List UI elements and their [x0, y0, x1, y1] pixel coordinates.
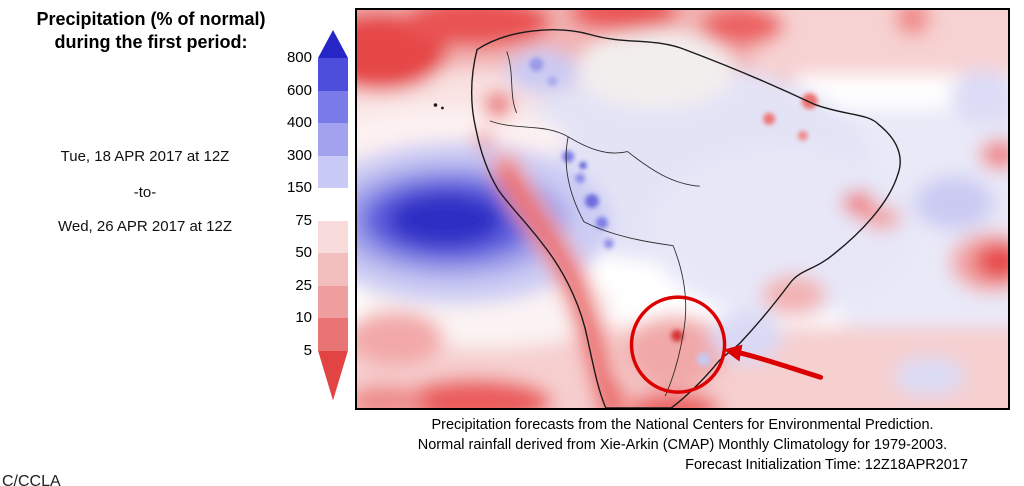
colorbar-segment-lt-5: [318, 350, 348, 401]
highlight-annotation: [629, 295, 824, 394]
colorbar-segment-150-300: [318, 155, 348, 188]
colorbar-label-600: 600: [286, 81, 312, 99]
colorbar-label-5: 5: [303, 341, 312, 359]
colorbar-segment-25-50: [318, 253, 348, 286]
caption-source-line: Precipitation forecasts from the Nationa…: [431, 417, 934, 433]
map-frame: [355, 8, 1010, 410]
period-end-date: Wed, 26 APR 2017 at 12Z: [57, 218, 232, 235]
colorbar-label-400: 400: [286, 114, 312, 131]
colorbar-segment-gt-800: [318, 30, 348, 58]
map-caption: Precipitation forecasts from the Nationa…: [355, 415, 1010, 475]
colorbar-segment-10-25: [318, 285, 348, 318]
colorbar-label-150: 150: [286, 179, 312, 196]
page-title: Precipitation (% of normal) during the f…: [0, 8, 302, 55]
colorbar-label-75: 75: [295, 211, 312, 229]
highlight-arrow-head: [723, 344, 743, 362]
colorbar-label-25: 25: [295, 276, 312, 294]
colorbar-segment-400-600: [318, 90, 348, 123]
period-separator: -to-: [133, 184, 157, 201]
caption-init-time: Forecast Initialization Time: 12Z18APR20…: [685, 457, 968, 473]
colorbar-segment-300-400: [318, 123, 348, 156]
colorbar-segment-50-75: [318, 220, 348, 253]
caption-normals-line: Normal rainfall derived from Xie-Arkin (…: [417, 437, 948, 453]
colorbar-label-50: 50: [295, 244, 312, 261]
small-islands: [433, 103, 444, 110]
highlight-circle: [629, 295, 727, 394]
country-borders: [489, 51, 700, 397]
period-start-date: Tue, 18 APR 2017 at 12Z: [60, 148, 230, 165]
precip-anomaly-field: [357, 10, 1008, 408]
colorbar-segment-5-10: [318, 318, 348, 351]
precip-speckles: [529, 57, 818, 367]
colorbar-segment-75-150: [318, 188, 348, 221]
colorbar-label-10: 10: [295, 309, 312, 326]
corner-text-fragment: C/CCLA: [2, 473, 61, 486]
colorbar-label-800: 800: [286, 49, 312, 66]
colorbar-segment-600-800: [318, 58, 348, 91]
colorbar-labels: 800 600 400 300 150 75 50 25 10 5: [268, 30, 312, 420]
colorbar-segments: [318, 30, 348, 401]
colorbar: 800 600 400 300 150 75 50 25 10 5: [268, 30, 352, 420]
coastline: [471, 29, 901, 408]
highlight-arrow-shaft: [735, 350, 824, 380]
colorbar-label-300: 300: [286, 146, 312, 164]
page-title-line1: Precipitation (% of normal): [36, 9, 266, 29]
page-title-line2: during the first period:: [54, 32, 248, 53]
south-america-precip-map: [357, 10, 1008, 408]
